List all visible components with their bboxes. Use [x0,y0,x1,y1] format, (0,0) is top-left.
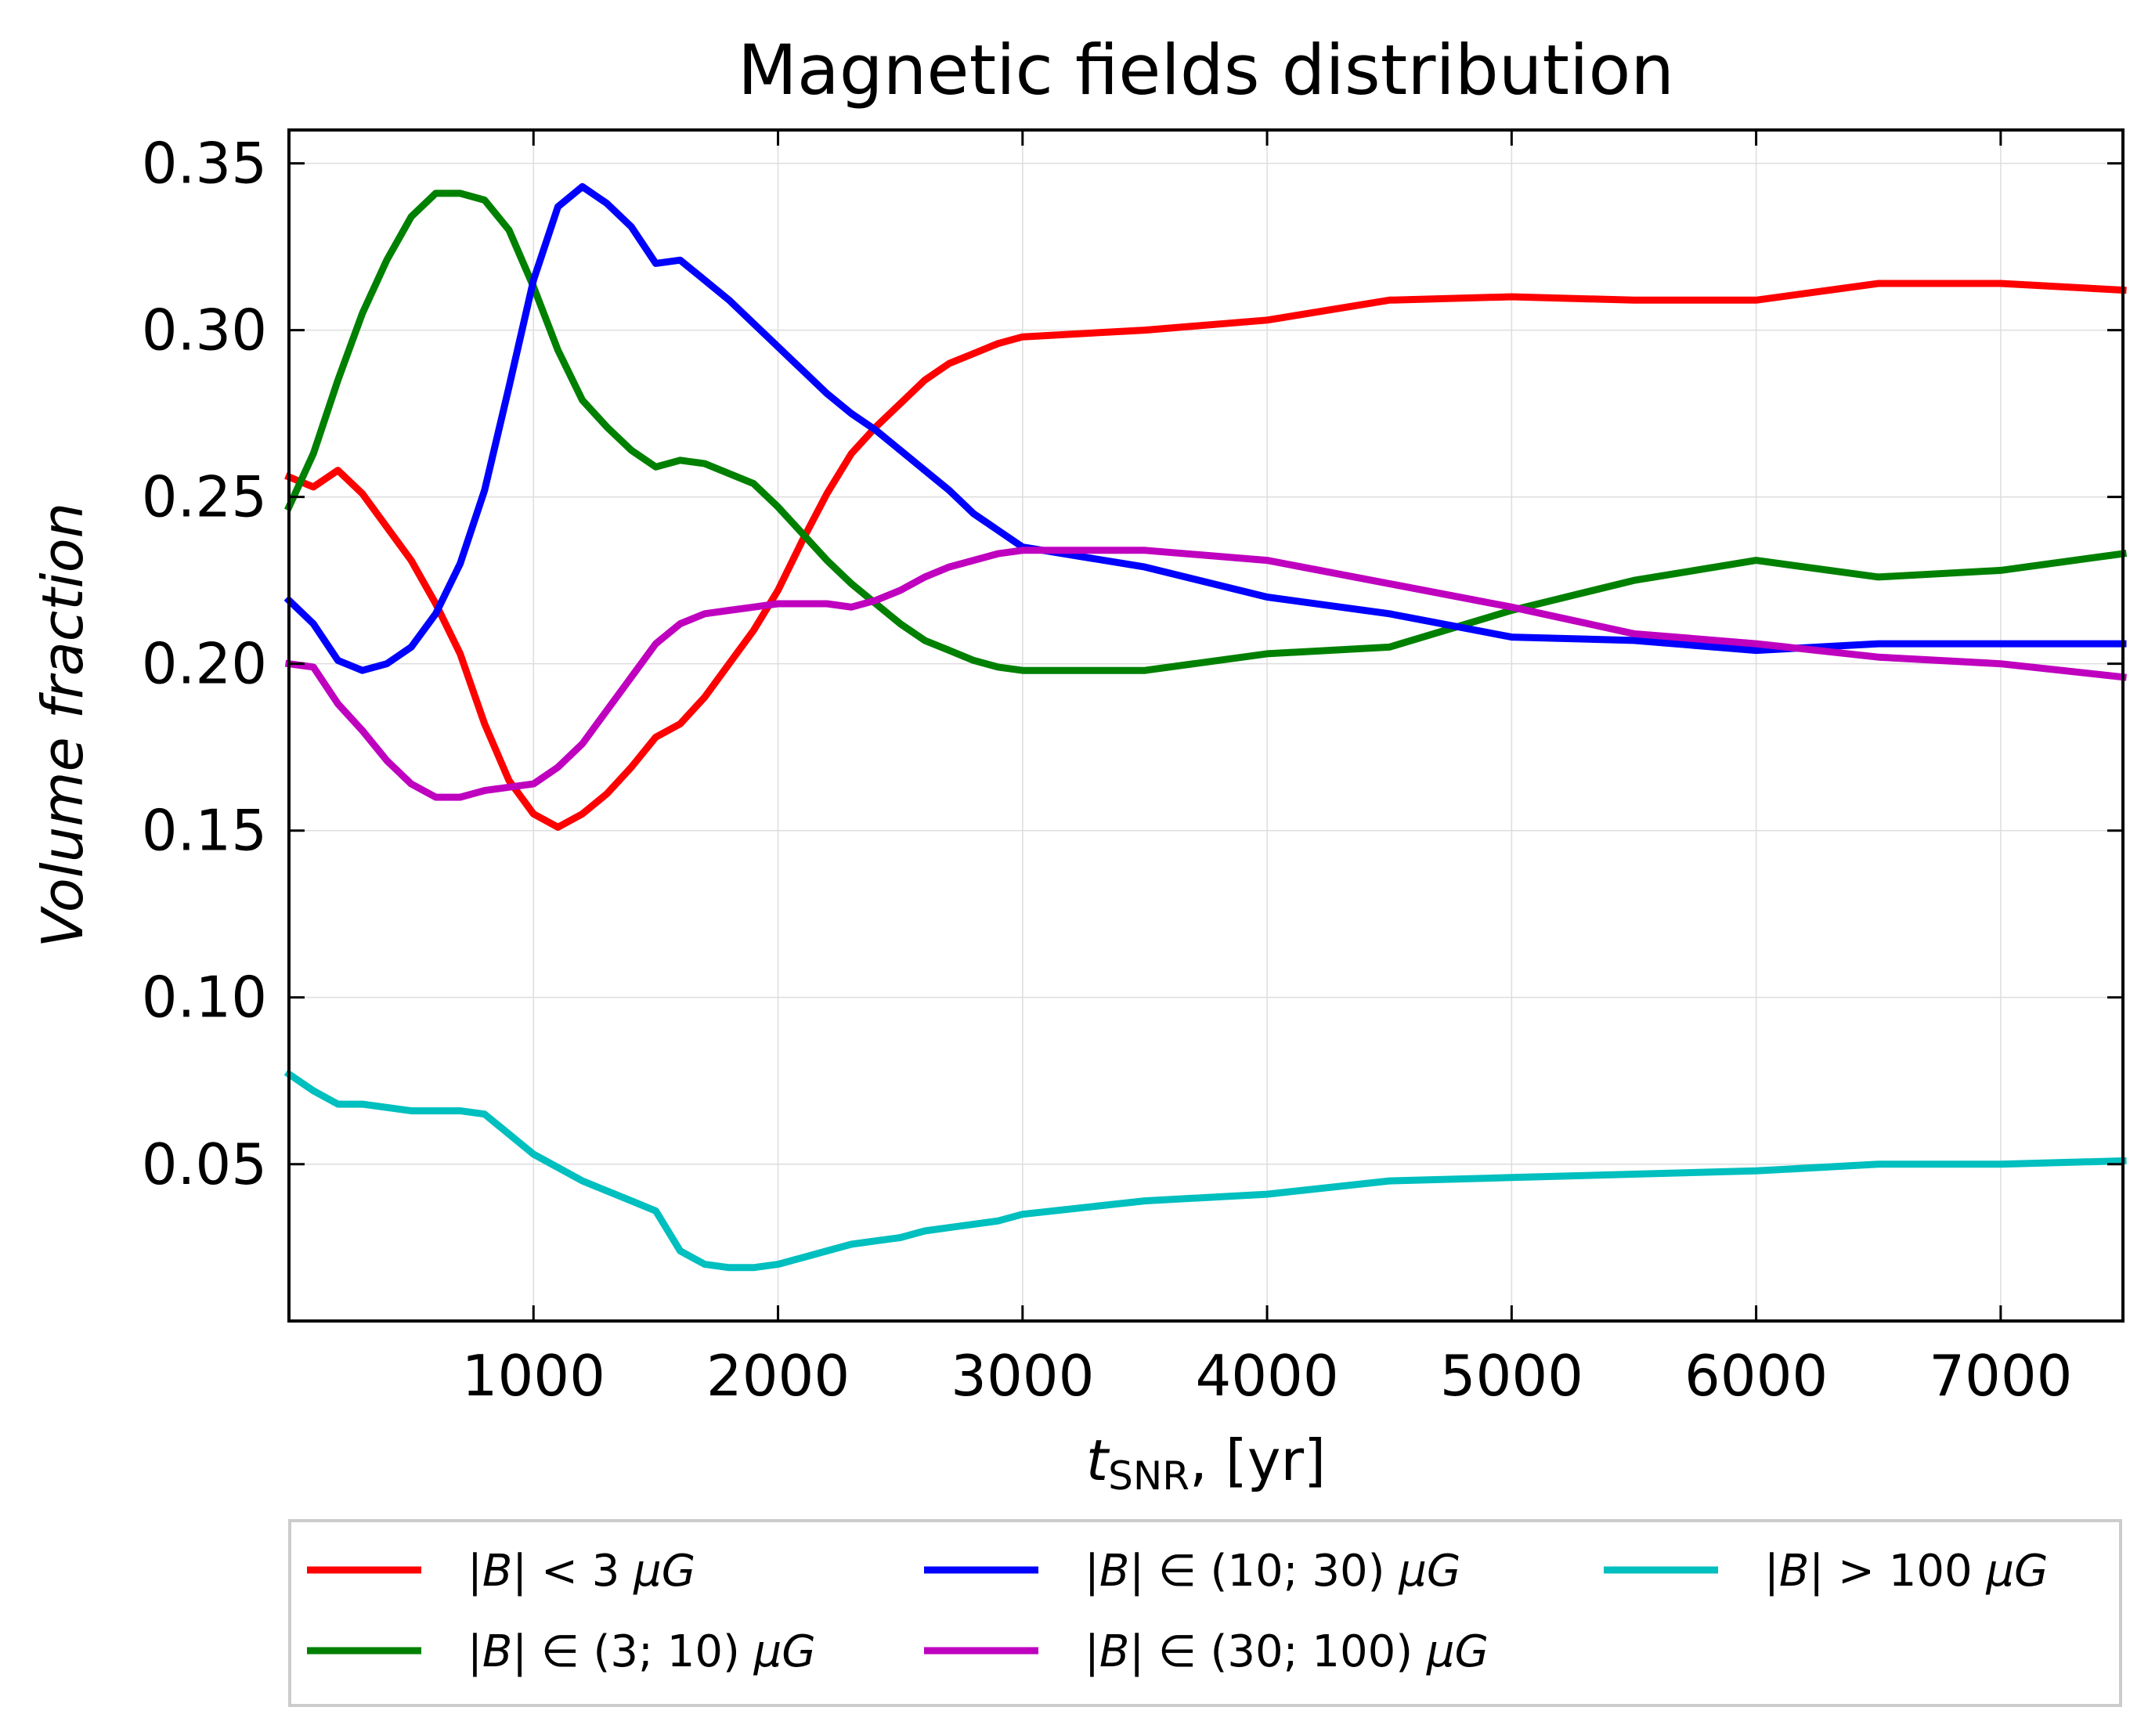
legend-label-var: B [482,1546,512,1597]
legend-label: |B| ∈ (3; 10) μG [468,1626,816,1677]
y-tick-label: 0.20 [142,631,267,697]
x-tick-label: 3000 [951,1343,1094,1409]
y-tick-label: 0.30 [142,298,267,363]
legend-label: |B| < 3 μG [468,1546,695,1597]
legend-label-var: B [482,1626,512,1677]
tick-marks [289,130,2123,1321]
plot-frame [287,128,2125,1323]
x-tick-label: 7000 [1929,1343,2072,1409]
legend-label-var: B [1099,1546,1129,1597]
tick-labels: 1000 2000 3000 4000 5000 6000 7000 0.05 0.10 0.15… [142,131,2073,1409]
legend-frame [288,1519,2122,1707]
legend-label-unit: μG [633,1546,695,1597]
series-line-3 [283,182,2127,674]
series-lines [283,182,2128,1272]
legend-label-unit: μG [1985,1546,2048,1597]
legend-label-part: | ∈ (30; 100) [1129,1626,1427,1677]
legend-label-unit: μG [1398,1546,1460,1597]
series-line-1 [284,280,2127,831]
legend-label-part: | [468,1626,482,1677]
legend-label-var: B [1779,1546,1809,1597]
legend-item-2: |B| ∈ (3; 10) μG [307,1626,816,1677]
legend-label-part: | < 3 [512,1546,634,1597]
x-axis-label-var: t [1086,1427,1110,1493]
legend-label-var: B [1099,1626,1129,1677]
legend-item-5: |B| > 100 μG [1604,1546,2048,1597]
legend-label-unit: μG [753,1626,816,1677]
legend-item-1: |B| < 3 μG [307,1546,695,1597]
x-tick-label: 1000 [462,1343,605,1409]
x-axis-label: tSNR, [yr] [1086,1427,1326,1499]
legend-label: |B| ∈ (10; 30) μG [1085,1546,1460,1597]
y-tick-label: 0.15 [142,798,267,864]
legend-label-part: | > 100 [1809,1546,1986,1597]
y-tick-label: 0.05 [142,1131,267,1197]
y-tick-label: 0.10 [142,965,267,1030]
x-tick-label: 6000 [1684,1343,1828,1409]
series-line-5 [283,1069,2127,1272]
legend-label-part: | [468,1546,482,1597]
legend-label-part: | ∈ (10; 30) [1129,1546,1399,1597]
legend: |B| < 3 μG|B| ∈ (3; 10) μG|B| ∈ (10; 30)… [288,1519,2122,1707]
legend-label: |B| > 100 μG [1764,1546,2048,1597]
legend-item-4: |B| ∈ (30; 100) μG [924,1626,1489,1677]
x-tick-label: 4000 [1195,1343,1338,1409]
x-axis-label-rest: , [yr] [1190,1427,1326,1493]
x-tick-label: 2000 [706,1343,850,1409]
legend-label-part: | [1085,1626,1099,1677]
legend-item-3: |B| ∈ (10; 30) μG [924,1546,1460,1597]
series-line-4 [284,547,2127,801]
legend-items: |B| < 3 μG|B| ∈ (3; 10) μG|B| ∈ (10; 30)… [307,1546,2048,1677]
x-axis-label-sub: SNR [1108,1453,1190,1499]
x-tick-label: 5000 [1440,1343,1583,1409]
legend-label-part: | ∈ (3; 10) [512,1626,753,1677]
chart-title: Magnetic fields distribution [738,30,1674,110]
grid-lines [289,130,2123,1321]
y-tick-label: 0.35 [142,131,267,197]
y-tick-label: 0.25 [142,464,267,530]
legend-label-unit: μG [1426,1626,1489,1677]
y-axis-label: Volume fraction [30,503,96,948]
series-line-2 [284,189,2128,674]
legend-label-part: | [1085,1546,1099,1597]
legend-label: |B| ∈ (30; 100) μG [1085,1626,1489,1677]
legend-label-part: | [1764,1546,1779,1597]
